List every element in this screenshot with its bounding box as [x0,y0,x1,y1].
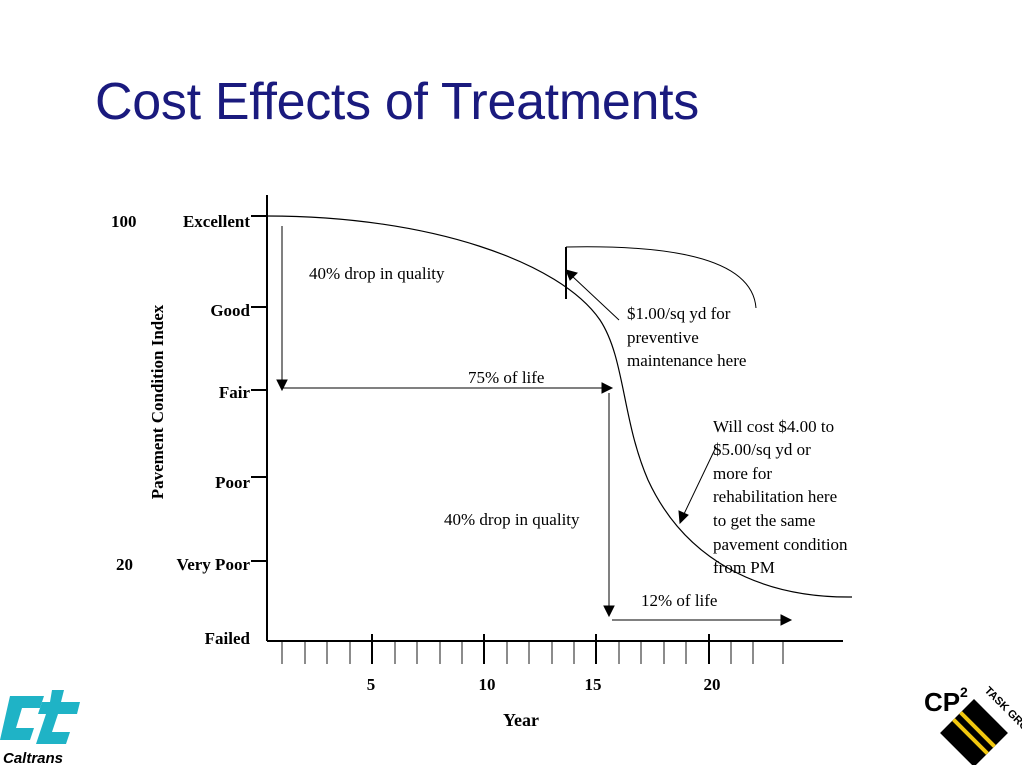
caltrans-logo: Caltrans [0,690,80,767]
slide-title: Cost Effects of Treatments [95,73,699,131]
y-axis-title: Pavement Condition Index [148,304,167,499]
svg-text:preventive: preventive [627,328,699,347]
x-label-15: 15 [585,675,602,694]
x-axis-major-ticks [371,634,710,664]
x-label-5: 5 [367,675,376,694]
pm-curve [565,246,757,309]
svg-text:$1.00/sq yd for: $1.00/sq yd for [627,304,731,323]
svg-text:to get the same: to get the same [713,511,815,530]
svg-text:Will cost $4.00 to: Will cost $4.00 to [713,417,834,436]
condition-fair: Fair [219,383,251,402]
annotation-arrows [276,226,793,626]
svg-text:from PM: from PM [713,558,775,577]
x-axis-minor-ticks [281,641,784,664]
y-label-100: 100 [111,212,137,231]
y-axis-ticks [251,215,267,562]
cp2-text: CP [924,687,960,717]
condition-failed: Failed [205,629,251,648]
drop-quality-mid-label: 40% drop in quality [444,510,580,529]
y-label-20: 20 [116,555,133,574]
life-75-label: 75% of life [468,368,544,387]
svg-text:rehabilitation here: rehabilitation here [713,487,837,506]
svg-text:pavement condition: pavement condition [713,535,848,554]
cp2-superscript: 2 [960,684,968,700]
drop-quality-top-label: 40% drop in quality [309,264,445,283]
svg-text:maintenance here: maintenance here [627,351,746,370]
pm-cost-note: $1.00/sq yd for preventive maintenance h… [627,304,746,370]
condition-poor: Poor [215,473,250,492]
condition-very-poor: Very Poor [177,555,251,574]
deterioration-curve [266,215,853,598]
x-label-20: 20 [704,675,721,694]
x-label-10: 10 [479,675,496,694]
caltrans-logo-text: Caltrans [3,750,63,767]
condition-excellent: Excellent [183,212,250,231]
cp2-task-group-logo: CP 2 TASK GROUP [924,684,1022,765]
x-axis-title: Year [503,710,539,730]
svg-text:$5.00/sq yd or: $5.00/sq yd or [713,440,811,459]
rehab-cost-note: Will cost $4.00 to $5.00/sq yd or more f… [713,417,848,577]
condition-good: Good [210,301,250,320]
svg-text:more for: more for [713,464,772,483]
life-12-label: 12% of life [641,591,717,610]
